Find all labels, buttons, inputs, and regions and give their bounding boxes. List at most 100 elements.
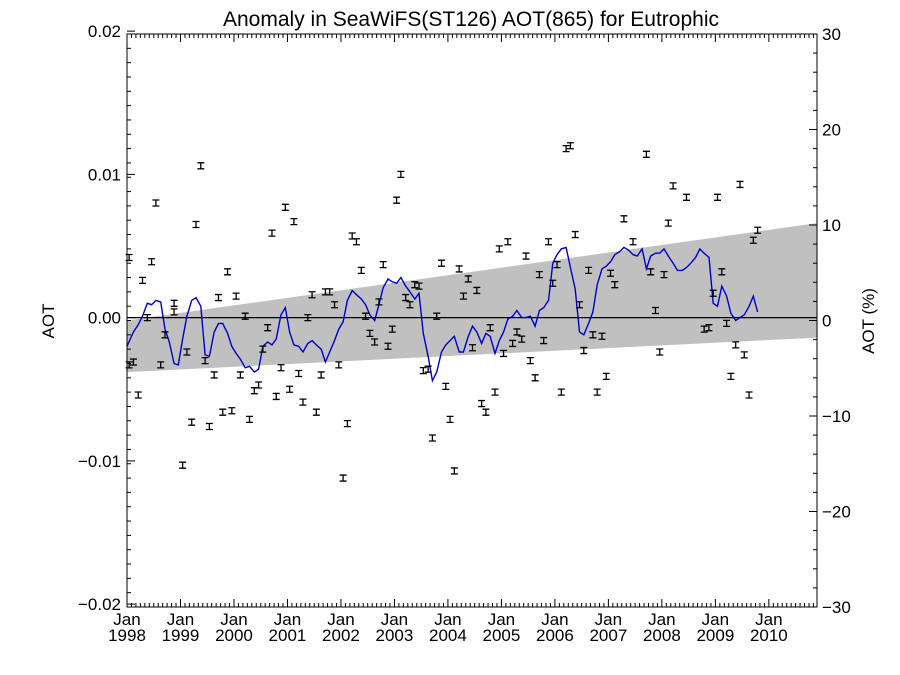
anomaly-point (406, 301, 414, 309)
smoothed-anomaly-line (126, 246, 759, 383)
anomaly-point (629, 238, 637, 246)
anomaly-point (357, 266, 365, 275)
anomaly-point (531, 374, 539, 382)
anomaly-point (450, 467, 458, 475)
anomaly-point (352, 238, 360, 246)
anomaly-point (611, 281, 619, 289)
anomaly-point (277, 364, 285, 372)
x-axis: Jan1998Jan1999Jan2000Jan2001Jan2002Jan20… (108, 34, 814, 645)
anomaly-point (727, 372, 735, 381)
anomaly-point (732, 341, 740, 349)
x-tick-label-month: Jan (220, 610, 247, 629)
anomaly-point (580, 346, 588, 355)
anomaly-point (157, 361, 165, 369)
anomaly-point (264, 324, 272, 332)
x-tick-label-year: 2004 (429, 626, 467, 645)
anomaly-point (669, 182, 677, 190)
anomaly-point (219, 408, 227, 416)
anomaly-point (232, 292, 240, 300)
anomaly-point (139, 276, 147, 285)
anomaly-point (272, 392, 280, 401)
anomaly-point (549, 279, 557, 287)
anomaly-point (700, 325, 708, 333)
anomaly-point (544, 238, 552, 246)
anomaly-point (482, 408, 490, 416)
x-tick-label-month: Jan (702, 610, 729, 629)
anomaly-point (170, 308, 178, 316)
anomaly-point (473, 286, 481, 295)
anomaly-point (718, 268, 726, 276)
anomaly-point (259, 345, 267, 353)
anomaly-point (736, 180, 744, 189)
anomaly-point (245, 415, 253, 423)
anomaly-point (585, 266, 593, 275)
anomaly-point (495, 245, 503, 253)
anomaly-point (723, 319, 731, 328)
anomaly-point (526, 356, 534, 365)
anomaly-point (455, 265, 463, 273)
anomaly-point (343, 419, 351, 428)
anomaly-point (647, 268, 655, 276)
y-right-tick-label: 10 (822, 216, 841, 235)
anomaly-point (469, 344, 477, 352)
x-tick-label-month: Jan (541, 610, 568, 629)
anomaly-point (486, 324, 494, 332)
y-axis-left: 0.02 0.01 0.00 −0.01 −0.02 (78, 22, 135, 614)
anomaly-point (384, 342, 392, 350)
anomaly-point (576, 301, 584, 309)
anomaly-point (183, 348, 191, 356)
anomaly-point (589, 331, 597, 339)
anomaly-point (214, 293, 222, 302)
y-left-tick-label: 0.01 (88, 165, 121, 184)
x-tick-label-year: 2010 (750, 626, 788, 645)
y-axis-right-label: AOT (%) (859, 288, 878, 354)
anomaly-point (241, 312, 249, 320)
y-right-tick-label: 30 (822, 25, 841, 44)
x-tick-label-month: Jan (755, 610, 782, 629)
anomaly-point (308, 291, 316, 299)
anomaly-point (326, 288, 334, 296)
x-tick-label-year: 2006 (536, 626, 574, 645)
y-axis-right: 30 20 10 0 −10 −20 −30 (809, 25, 851, 617)
anomaly-point (397, 170, 405, 179)
anomaly-point (438, 259, 446, 267)
anomaly-point (312, 408, 320, 416)
y-axis-left-label: AOT (39, 304, 58, 339)
anomaly-point (415, 282, 423, 290)
x-tick-label-month: Jan (434, 610, 461, 629)
anomaly-point (290, 218, 298, 226)
anomaly-point (152, 199, 160, 207)
anomaly-point (602, 372, 610, 381)
y-left-tick-label: 0.02 (88, 22, 121, 41)
anomaly-point (518, 335, 526, 343)
anomaly-point (148, 258, 156, 266)
anomaly-point (295, 369, 303, 378)
y-right-tick-label: −10 (822, 407, 851, 426)
x-tick-label-month: Jan (381, 610, 408, 629)
anomaly-point (236, 371, 244, 379)
anomaly-point (402, 293, 410, 302)
anomaly-point (393, 196, 401, 204)
anomaly-point (205, 422, 213, 431)
y-right-tick-label: −20 (822, 503, 851, 522)
anomaly-point (535, 271, 543, 279)
anomaly-point (705, 324, 713, 332)
anomaly-point (268, 229, 276, 237)
anomaly-point (459, 292, 467, 300)
x-tick-label-year: 2001 (269, 626, 307, 645)
y-right-tick-label: −30 (822, 598, 851, 617)
anomaly-point (366, 329, 374, 338)
anomaly-point (170, 299, 178, 307)
x-tick-label-month: Jan (595, 610, 622, 629)
x-tick-label-month: Jan (327, 610, 354, 629)
anomaly-points (125, 142, 762, 482)
x-tick-label-year: 2008 (643, 626, 681, 645)
anomaly-point (331, 301, 339, 309)
anomaly-point (607, 269, 615, 277)
anomaly-point (656, 348, 664, 356)
anomaly-point (362, 312, 370, 320)
anomaly-point (129, 358, 137, 366)
anomaly-point (504, 238, 512, 246)
anomaly-point (446, 415, 454, 423)
